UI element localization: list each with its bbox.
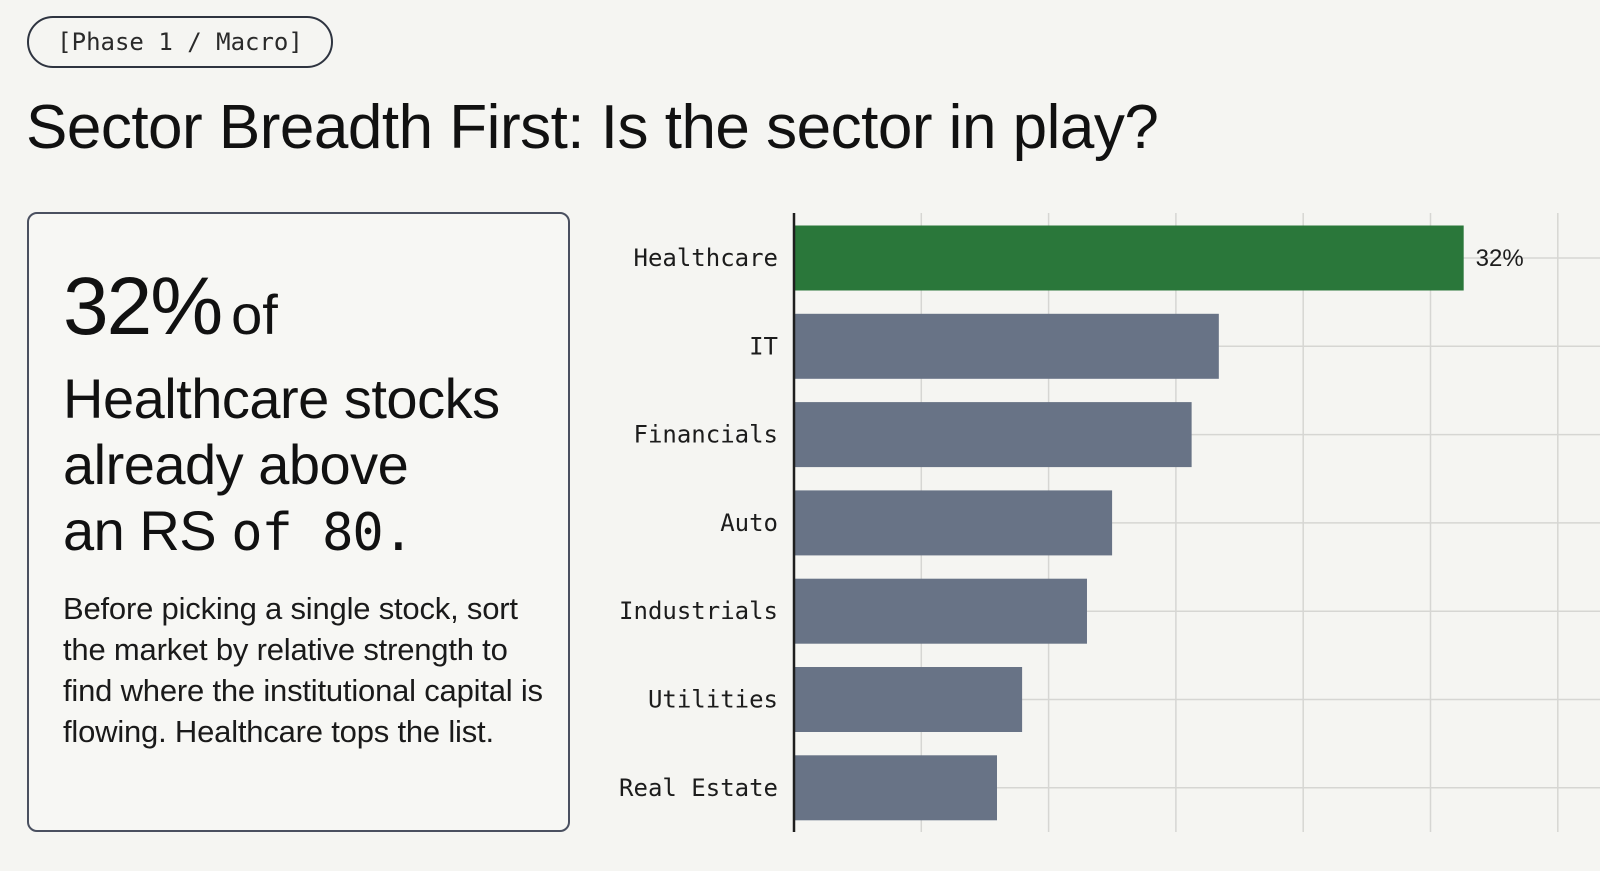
bar-industrials — [794, 578, 1087, 644]
chart-svg: Healthcare 32% IT Financials Auto Industrials… — [619, 213, 1600, 832]
page-title: Sector Breadth First: Is the sector in p… — [26, 93, 1159, 162]
stat-line-4-mono: of 80. — [231, 503, 414, 563]
category-label: Healthcare — [634, 244, 779, 272]
callout-body: Before picking a single stock, sort the … — [63, 591, 543, 749]
stat-headline: 32% of — [63, 266, 278, 348]
category-label: Auto — [720, 509, 778, 537]
callout-card: 32% of Healthcare stocks already above an… — [27, 212, 570, 832]
stat-line-4: an RS of 80. — [63, 498, 563, 566]
bar-auto — [794, 490, 1113, 556]
stat-line-3: already above — [63, 433, 409, 496]
stat-line-2: Healthcare stocks — [63, 367, 500, 430]
category-label: IT — [749, 332, 778, 360]
bar-real-estate — [794, 755, 997, 821]
phase-badge: [Phase 1 / Macro] — [27, 16, 333, 68]
stat-of: of — [231, 283, 278, 346]
category-label: Industrials — [619, 597, 778, 625]
data-label: 32% — [1476, 245, 1524, 272]
category-label: Real Estate — [619, 774, 778, 802]
stat-line-4-prefix: an RS — [63, 499, 232, 562]
bar-utilities — [794, 667, 1023, 732]
stat-number: 32% — [63, 261, 223, 352]
bar-it — [794, 313, 1219, 379]
category-label: Utilities — [648, 686, 778, 714]
sector-bar-chart: Healthcare 32% IT Financials Auto Industrials… — [600, 205, 1600, 845]
bar-healthcare — [794, 225, 1464, 291]
stat-description: Healthcare stocks already above an RS of… — [63, 366, 563, 566]
category-label: Financials — [634, 421, 779, 449]
bar-financials — [794, 402, 1192, 468]
